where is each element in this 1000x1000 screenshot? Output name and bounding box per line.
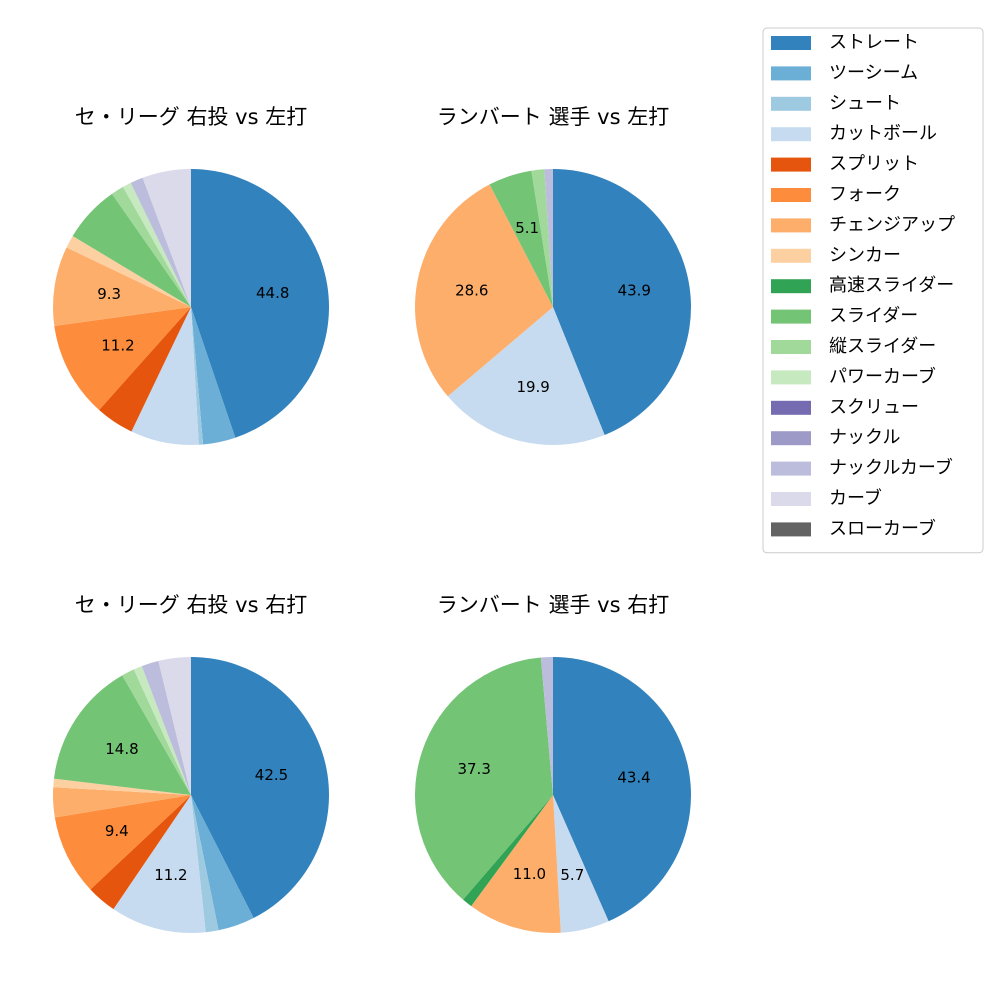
legend-label: ナックル bbox=[829, 427, 900, 448]
legend-label: スライダー bbox=[829, 306, 918, 327]
pie-title: ランバート 選手 vs 左打 bbox=[437, 105, 669, 129]
legend-swatch bbox=[771, 431, 811, 446]
legend-swatch bbox=[771, 461, 811, 476]
legend-swatch bbox=[771, 218, 811, 233]
pie-slice bbox=[133, 666, 191, 795]
slice-label: 28.6 bbox=[455, 281, 488, 299]
pie-slice bbox=[553, 169, 692, 435]
slice-label: 19.9 bbox=[516, 378, 549, 396]
legend-swatch bbox=[771, 340, 811, 354]
slice-label: 43.9 bbox=[618, 282, 651, 300]
pie-slice bbox=[447, 307, 605, 446]
pie-title: ランバート 選手 vs 右打 bbox=[437, 593, 669, 617]
pie-slice bbox=[142, 169, 191, 307]
pie-title: セ・リーグ 右投 vs 右打 bbox=[75, 593, 307, 617]
pie-slice bbox=[531, 169, 553, 307]
pie-slice bbox=[141, 660, 191, 795]
pie-slice bbox=[112, 186, 191, 307]
slice-label: 5.7 bbox=[560, 866, 584, 884]
legend-swatch bbox=[771, 370, 811, 385]
legend-swatch bbox=[771, 157, 811, 172]
slice-label: 5.1 bbox=[515, 219, 539, 237]
pie-slice bbox=[415, 657, 553, 900]
pie-slice bbox=[471, 795, 561, 933]
pie-slice bbox=[191, 169, 329, 438]
legend-swatch bbox=[771, 279, 811, 294]
pie-slice bbox=[191, 795, 254, 931]
pie: 42.5 11.2 9.4 14.8 bbox=[53, 657, 330, 934]
pie-slice bbox=[53, 675, 191, 795]
pie-slice bbox=[53, 787, 191, 818]
pie-slice bbox=[158, 657, 191, 795]
pie-slice bbox=[414, 184, 553, 397]
pie-slice bbox=[191, 307, 236, 445]
legend-label: ナックルカーブ bbox=[829, 457, 953, 479]
slice-label: 11.2 bbox=[154, 866, 187, 884]
pie-title: セ・リーグ 右投 vs 左打 bbox=[75, 105, 307, 129]
slice-label: 9.3 bbox=[97, 285, 121, 303]
pie-slice bbox=[553, 657, 691, 922]
legend-label: チェンジアップ bbox=[829, 214, 955, 235]
legend-swatch bbox=[771, 36, 811, 50]
legend-label: スローカーブ bbox=[829, 517, 936, 539]
legend-label: シュート bbox=[829, 93, 901, 114]
pie-slice bbox=[90, 795, 191, 910]
pie-slice bbox=[113, 795, 206, 934]
legend-label: 高速スライダー bbox=[829, 275, 954, 296]
legend-label: ツーシーム bbox=[829, 62, 918, 83]
slice-label: 11.2 bbox=[101, 336, 134, 354]
pie-slice bbox=[123, 182, 191, 307]
legend-swatch bbox=[771, 492, 811, 506]
slice-label: 14.8 bbox=[105, 740, 138, 758]
pie-slice bbox=[54, 307, 192, 410]
legend-frame bbox=[762, 27, 984, 554]
legend-label: ストレート bbox=[829, 32, 919, 53]
pie-slice bbox=[54, 795, 191, 890]
slice-label: 37.3 bbox=[457, 760, 490, 778]
pie-slice bbox=[99, 307, 191, 432]
legend-swatch bbox=[771, 188, 811, 202]
pie-slice bbox=[463, 795, 553, 907]
legend-swatch bbox=[771, 96, 811, 111]
legend-label: シンカー bbox=[829, 245, 901, 266]
pie: 43.9 19.9 28.6 5.1 bbox=[414, 169, 692, 446]
legend-label: スプリット bbox=[829, 154, 919, 175]
slice-label: 43.4 bbox=[617, 768, 650, 786]
legend-swatch bbox=[771, 400, 811, 415]
pie-slice bbox=[53, 778, 191, 795]
pie-slice bbox=[191, 307, 204, 445]
pie: 44.8 11.2 9.3 bbox=[53, 169, 329, 445]
legend-swatch bbox=[771, 522, 811, 537]
legend-label: フォーク bbox=[829, 184, 901, 205]
legend-label: スクリュー bbox=[829, 397, 919, 418]
legend-label: カーブ bbox=[829, 487, 882, 509]
slice-label: 11.0 bbox=[513, 865, 546, 883]
pie-slice bbox=[53, 247, 192, 327]
legend: ストレートツーシームシュートカットボールスプリットフォークチェンジアップシンカー… bbox=[762, 27, 984, 554]
legend-swatch bbox=[771, 309, 811, 324]
pie-slice bbox=[489, 170, 553, 307]
legend-swatch bbox=[771, 127, 811, 142]
legend-label: 縦スライダー bbox=[829, 336, 936, 357]
pie-slice bbox=[131, 307, 199, 445]
pie-slice bbox=[191, 795, 219, 933]
pie: 43.4 5.7 11.0 37.3 bbox=[415, 657, 691, 933]
pie-slice bbox=[122, 669, 191, 795]
pie-slice bbox=[553, 795, 609, 933]
pie-slice bbox=[130, 177, 191, 307]
slice-label: 9.4 bbox=[105, 822, 129, 840]
slice-label: 44.8 bbox=[256, 284, 289, 302]
pie-slice bbox=[66, 236, 191, 307]
pie-slice bbox=[72, 193, 191, 307]
legend-swatch bbox=[771, 248, 811, 263]
pie-slice bbox=[191, 657, 330, 918]
slice-label: 42.5 bbox=[255, 766, 288, 784]
legend-label: カットボール bbox=[829, 123, 937, 144]
legend-label: パワーカーブ bbox=[829, 365, 936, 387]
legend-swatch bbox=[771, 66, 811, 81]
pie-slice bbox=[544, 169, 553, 307]
pie-slice bbox=[53, 778, 192, 795]
pie-slice bbox=[540, 657, 553, 795]
